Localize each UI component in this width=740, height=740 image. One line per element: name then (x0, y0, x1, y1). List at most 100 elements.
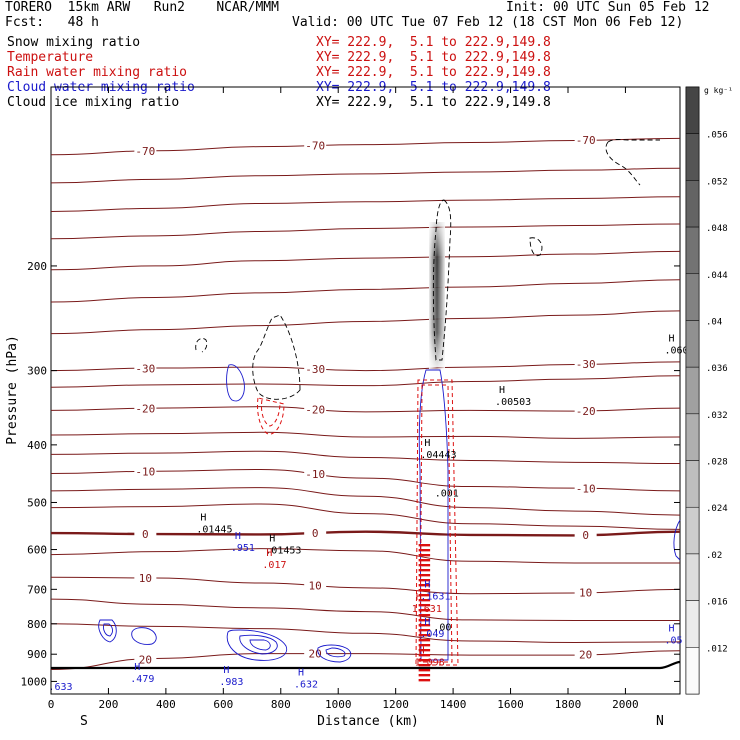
contour-label: -30 (576, 358, 596, 371)
y-tick-label: 300 (27, 365, 47, 378)
temperature-contour (50, 279, 681, 303)
colorbar-segment (685, 320, 700, 368)
colorbar-label: .024 (706, 504, 728, 514)
rain-water-core-hatching (418, 543, 431, 682)
contour-label-bg (304, 528, 327, 539)
contour-label-bg (304, 468, 327, 479)
maximum-value: .00503 (495, 397, 531, 408)
x-axis: 0 200 400 600 800 1000 1200 1400 1600 1800 2000 (48, 87, 639, 711)
field-xy-rain: XY= 222.9, 5.1 to 222.9,149.8 (316, 65, 551, 80)
temperature-contour (50, 623, 681, 643)
maximum-value: .479 (130, 674, 154, 685)
cloud-ice-contour (432, 199, 452, 361)
x-tick-label: 200 (99, 698, 119, 711)
contour-label-bg (134, 403, 157, 414)
contour-label: 0 (312, 527, 319, 540)
north-label: N (656, 714, 664, 729)
contour-label-bg (134, 146, 157, 157)
contour-label: -20 (135, 402, 155, 415)
contour-label-bg (134, 654, 157, 665)
x-tick-label: 1200 (382, 698, 409, 711)
cloud-ice-contours (195, 139, 660, 400)
contour-label: -70 (576, 134, 596, 147)
maximum-marker: H (235, 531, 241, 542)
temperature-contour (50, 487, 681, 516)
contour-label: 0 (142, 528, 149, 541)
maximum-value: .00 (433, 623, 451, 634)
maximum-value: .017 (262, 560, 286, 571)
colorbar-label: .032 (706, 411, 728, 421)
contour-label-bg (304, 140, 327, 151)
contour-label: -70 (135, 145, 155, 158)
valid-time: Valid: 00 UTC Tue 07 Feb 12 (18 CST Mon … (292, 15, 684, 30)
maximum-marker: H (669, 623, 675, 634)
colorbar-segment (685, 600, 700, 648)
rain-water-contour (415, 379, 459, 666)
colorbar-segment (685, 647, 700, 695)
cloud-water-contour (226, 364, 245, 402)
colorbar-segment (685, 366, 700, 415)
x-tick-label: 600 (213, 698, 233, 711)
colorbar-segment (685, 226, 700, 275)
maximum-value: .983 (219, 677, 243, 688)
x-tick-label: 1800 (555, 698, 582, 711)
temperature-contour (50, 310, 681, 335)
contour-label-bg (574, 135, 597, 146)
forecast-hour: Fcst: 48 h (5, 15, 99, 30)
temperature-contour (50, 375, 681, 388)
contour-label-bg (304, 580, 327, 591)
model-title: TORERO 15km ARW Run2 NCAR/MMM (5, 0, 279, 15)
maximum-value: .1631 (420, 591, 450, 602)
colorbar-label: .036 (706, 364, 728, 374)
contour-label-bg (134, 528, 157, 539)
maximum-value: .001 (435, 488, 459, 499)
contour-label-bg (304, 363, 327, 374)
colorbar-segment (685, 413, 700, 461)
y-tick-label: 400 (27, 439, 47, 452)
contour-label: -20 (576, 405, 596, 418)
cloud-water-contour (239, 634, 278, 655)
y-tick-label: 200 (27, 260, 47, 273)
maximum-marker: H (134, 662, 140, 673)
y-tick-label: 900 (27, 648, 47, 661)
cloud-water-contour (131, 627, 157, 645)
maximum-marker: H (416, 592, 422, 603)
maximum-value: .049 (420, 629, 444, 640)
x-tick-label: 2000 (612, 698, 639, 711)
colorbar-segment (685, 133, 700, 181)
maximum-value: .633 (48, 682, 72, 693)
colorbar-segment (685, 553, 700, 601)
contour-label: -10 (576, 482, 596, 495)
maximum-value: .0600 (665, 345, 695, 356)
snow-shading-edge (429, 222, 445, 370)
temperature-contour (50, 598, 680, 622)
contour-label: 20 (579, 649, 592, 662)
colorbar-unit: g kg⁻¹ (704, 86, 733, 95)
cloud-water-contour (673, 519, 681, 561)
contour-label-bg (574, 587, 597, 598)
maximum-value: .951 (231, 543, 255, 554)
y-tick-label: 600 (27, 544, 47, 557)
colorbar-segment (685, 273, 700, 321)
colorbar-segment (685, 86, 700, 134)
maximum-marker: H (419, 646, 425, 657)
temperature-contour (50, 167, 681, 184)
field-label-temperature: Temperature (7, 50, 94, 65)
surface-line (51, 660, 681, 670)
colorbar-label: .016 (706, 598, 728, 608)
cloud-ice-contour (529, 237, 543, 257)
contour-label: -20 (305, 403, 325, 416)
colorbar-label: .056 (706, 131, 728, 141)
cloud-water-contour (418, 369, 449, 661)
contour-label: -30 (305, 363, 325, 376)
maximum-value: .05 (665, 635, 683, 646)
temperature-contour (50, 450, 681, 465)
cloud-ice-contour (195, 338, 208, 353)
maximum-value: .632 (294, 680, 318, 691)
field-label-cloudice: Cloud ice mixing ratio (7, 95, 180, 110)
temperature-contour-labels: -70 -70 -70 -30 -30 -30 -20 -20 -20 -10 -10 -10 0 0 0 1… (134, 134, 597, 667)
south-label: S (80, 714, 88, 729)
colorbar-label: .044 (706, 271, 728, 281)
